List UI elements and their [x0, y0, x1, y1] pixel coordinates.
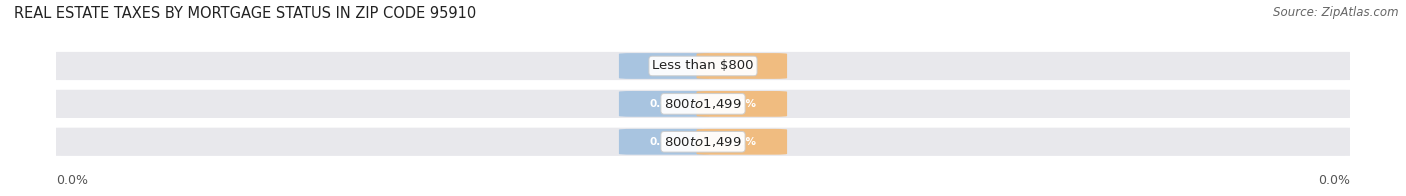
Text: REAL ESTATE TAXES BY MORTGAGE STATUS IN ZIP CODE 95910: REAL ESTATE TAXES BY MORTGAGE STATUS IN …: [14, 6, 477, 21]
Text: 0.0%: 0.0%: [727, 99, 756, 109]
Text: 0.0%: 0.0%: [650, 61, 679, 71]
FancyBboxPatch shape: [619, 129, 710, 155]
Text: 0.0%: 0.0%: [650, 99, 679, 109]
Text: Source: ZipAtlas.com: Source: ZipAtlas.com: [1274, 6, 1399, 19]
FancyBboxPatch shape: [37, 51, 1369, 81]
FancyBboxPatch shape: [37, 127, 1369, 157]
Text: 0.0%: 0.0%: [727, 137, 756, 147]
FancyBboxPatch shape: [696, 91, 787, 117]
Text: 0.0%: 0.0%: [650, 137, 679, 147]
Text: 0.0%: 0.0%: [1317, 174, 1350, 187]
Text: $800 to $1,499: $800 to $1,499: [664, 135, 742, 149]
FancyBboxPatch shape: [696, 129, 787, 155]
FancyBboxPatch shape: [37, 89, 1369, 119]
FancyBboxPatch shape: [696, 53, 787, 79]
Text: 0.0%: 0.0%: [727, 61, 756, 71]
Text: Less than $800: Less than $800: [652, 60, 754, 73]
Text: $800 to $1,499: $800 to $1,499: [664, 97, 742, 111]
FancyBboxPatch shape: [619, 53, 710, 79]
FancyBboxPatch shape: [619, 91, 710, 117]
Text: 0.0%: 0.0%: [56, 174, 89, 187]
